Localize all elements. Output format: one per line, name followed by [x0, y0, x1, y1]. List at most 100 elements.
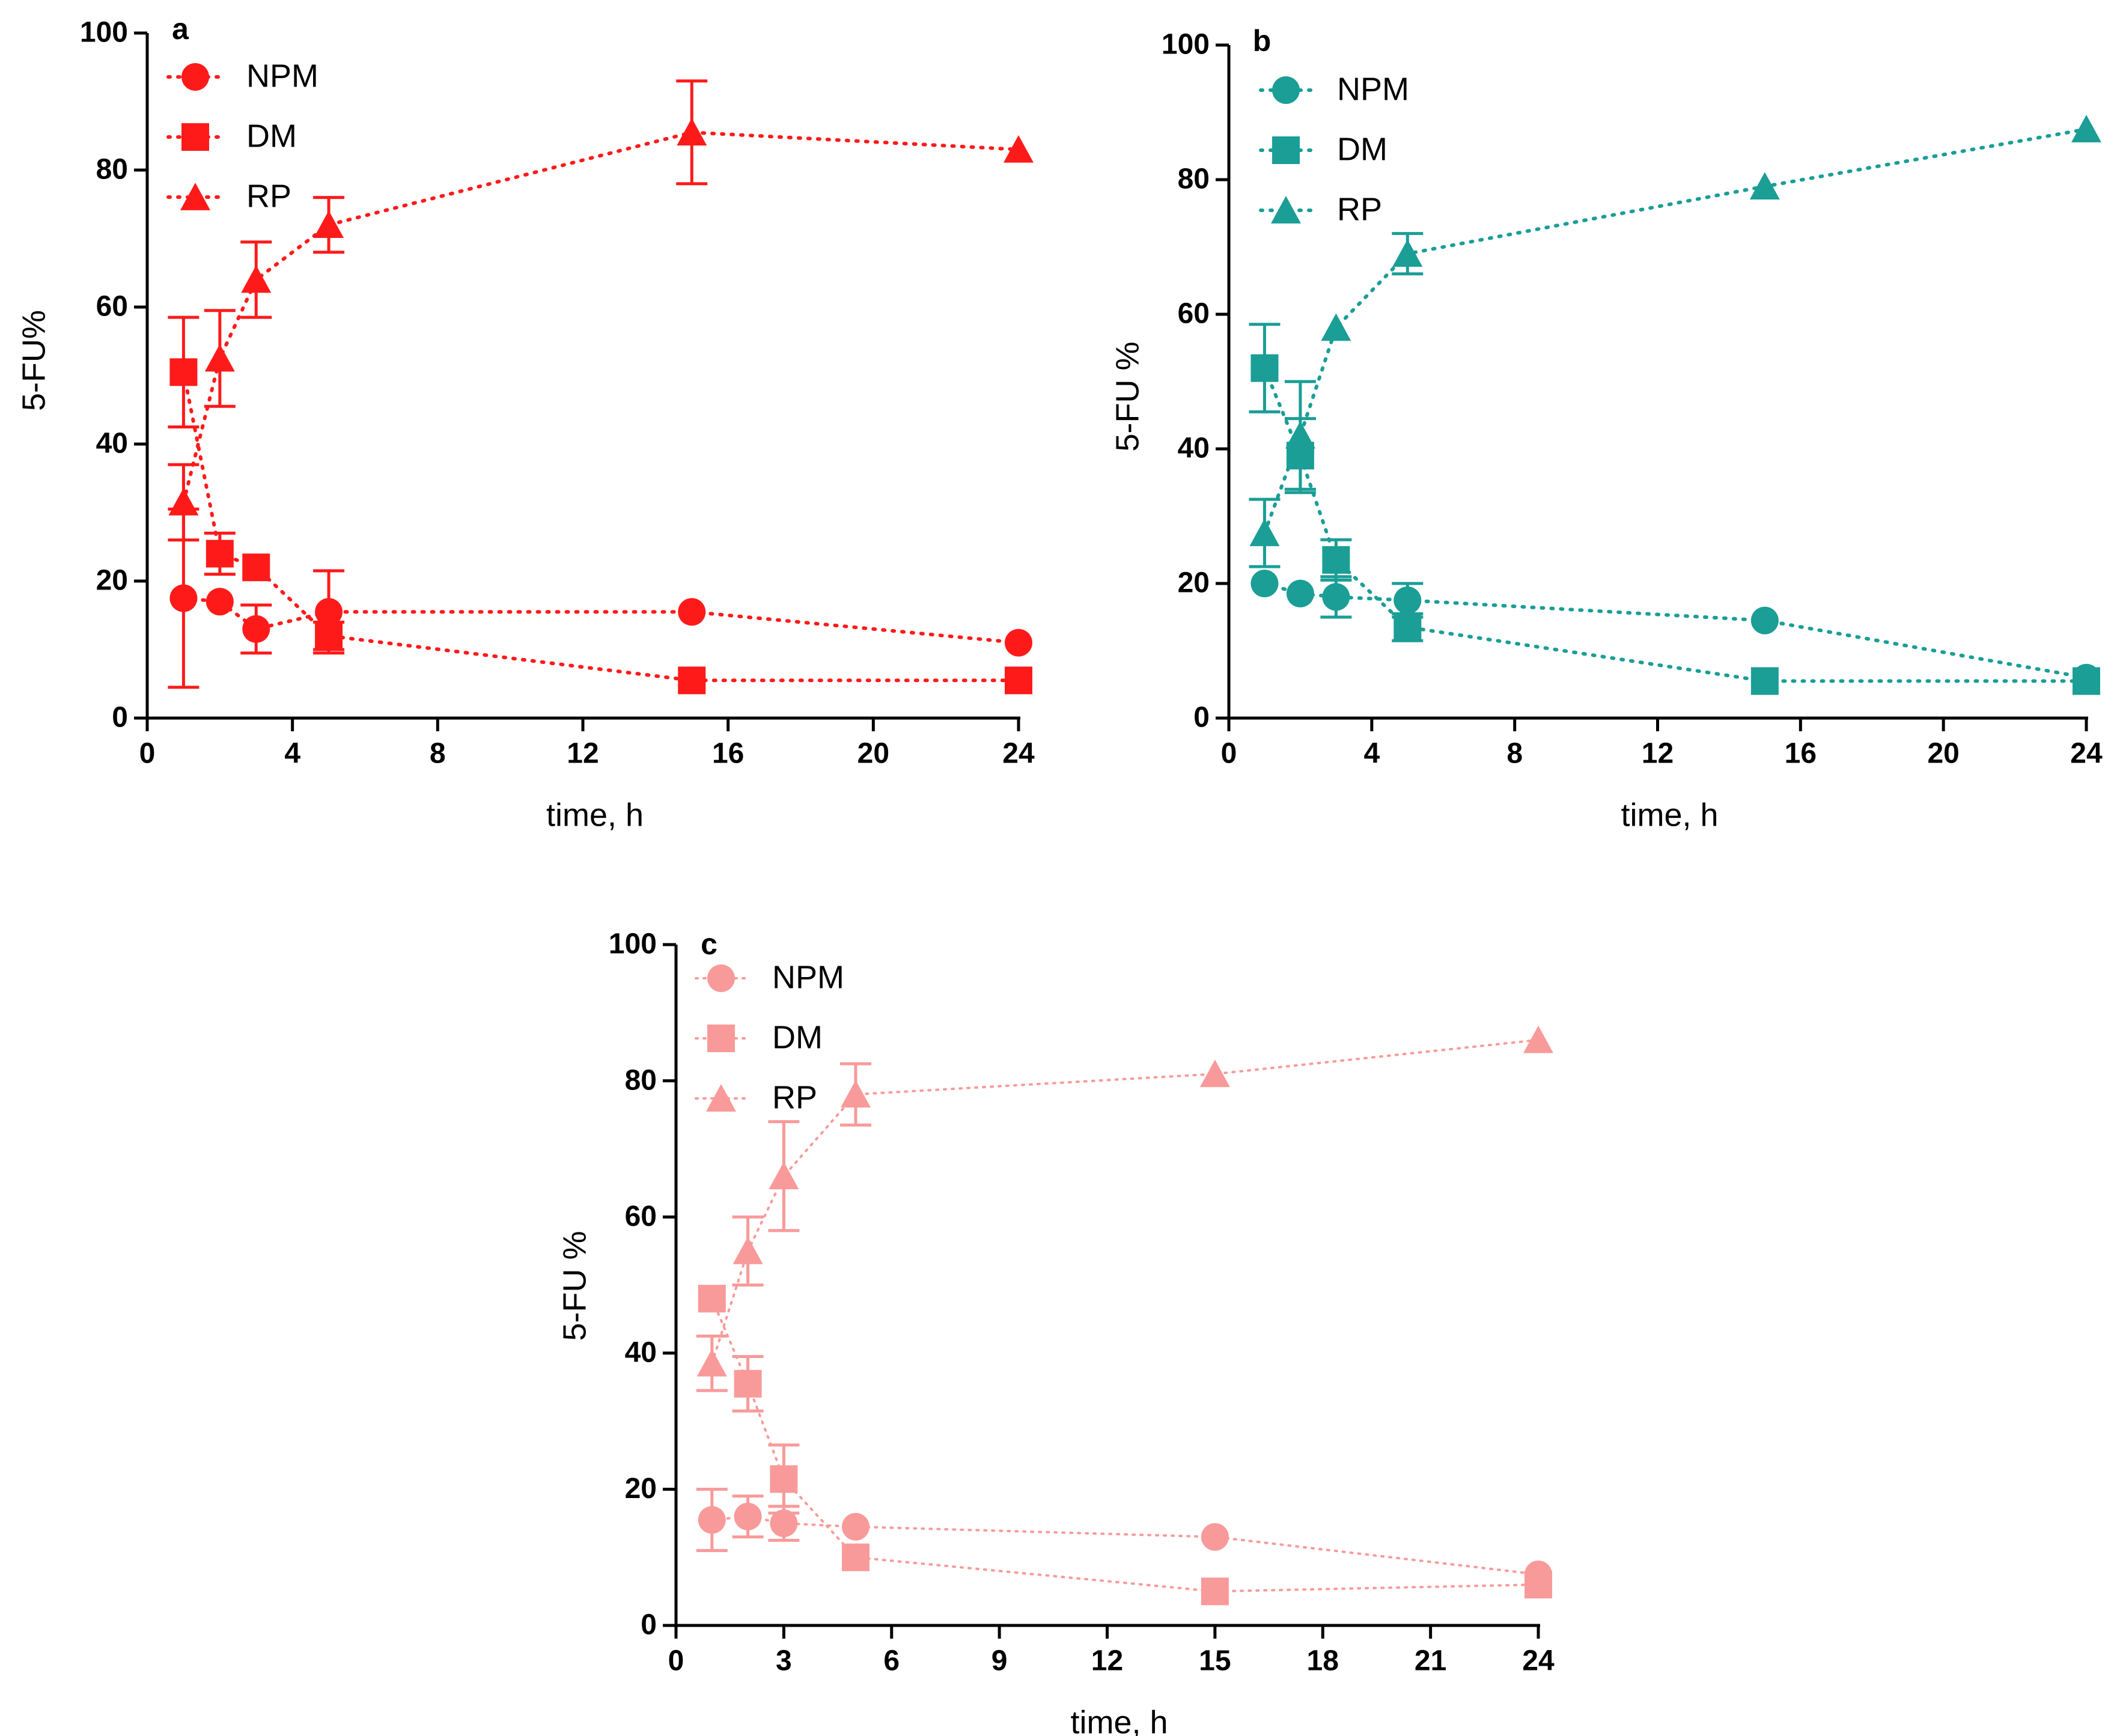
x-tick-label: 24	[1002, 738, 1035, 770]
series-dm	[168, 315, 1032, 695]
y-tick-label: 80	[625, 1064, 657, 1096]
y-tick-label: 0	[641, 1609, 657, 1641]
x-tick-label: 20	[1927, 738, 1959, 770]
y-tick-label: 60	[96, 291, 128, 323]
x-tick-label: 4	[1363, 738, 1380, 770]
x-tick-label: 12	[1091, 1645, 1123, 1677]
data-point-npm	[698, 1506, 726, 1534]
x-tick-label: 3	[776, 1645, 792, 1677]
data-point-rp	[1004, 135, 1034, 163]
legend-entry-rp: RP	[1259, 191, 1382, 227]
series-npm	[1250, 570, 2100, 692]
y-tick-label: 80	[1178, 163, 1210, 195]
series-npm	[696, 1487, 1552, 1589]
data-point-dm	[315, 622, 343, 650]
series-line	[1263, 366, 2088, 683]
legend-marker	[180, 183, 210, 210]
data-point-dm	[734, 1369, 762, 1398]
data-point-npm	[841, 1512, 870, 1541]
legend-marker	[1272, 136, 1300, 164]
data-point-dm	[1525, 1571, 1552, 1599]
data-point-rp	[168, 488, 199, 516]
series-dm	[698, 1285, 1552, 1606]
series-line	[1263, 127, 2088, 535]
data-point-npm	[242, 615, 270, 643]
data-point-rp	[733, 1237, 763, 1264]
data-point-dm	[1005, 666, 1032, 695]
data-point-npm	[206, 588, 234, 616]
legend-marker	[181, 63, 209, 91]
legend-entry-npm: NPM	[166, 58, 318, 94]
data-point-npm	[1286, 579, 1314, 608]
y-tick-label: 100	[80, 17, 128, 49]
data-point-dm	[841, 1543, 870, 1571]
data-point-npm	[1201, 1523, 1229, 1551]
y-axis-title: 5-FU%	[16, 310, 52, 411]
panel-label: c	[701, 927, 717, 961]
legend-marker	[1272, 76, 1300, 104]
x-tick-label: 9	[991, 1645, 1008, 1677]
y-tick-label: 20	[625, 1473, 657, 1505]
y-tick-label: 100	[1162, 29, 1210, 61]
series-npm	[168, 507, 1032, 689]
legend-label: DM	[1337, 131, 1387, 167]
legend-entry-rp: RP	[695, 1079, 817, 1115]
x-axis-title: time, h	[1070, 1704, 1168, 1736]
data-point-npm	[1394, 586, 1422, 614]
legend-label: NPM	[246, 58, 318, 94]
y-tick-label: 80	[96, 154, 128, 186]
y-tick-label: 0	[112, 702, 128, 734]
x-tick-label: 6	[883, 1645, 900, 1677]
data-point-dm	[169, 358, 198, 386]
data-point-rp	[2071, 115, 2101, 142]
data-point-npm	[315, 598, 343, 626]
y-tick-label: 100	[609, 928, 657, 960]
legend-label: DM	[772, 1019, 823, 1055]
legend-marker	[707, 964, 735, 992]
x-tick-label: 20	[857, 738, 889, 770]
x-tick-label: 16	[1785, 738, 1817, 770]
x-tick-label: 8	[1506, 738, 1523, 770]
legend-entry-dm: DM	[695, 1019, 823, 1055]
data-point-rp	[677, 118, 707, 146]
x-tick-label: 0	[139, 738, 156, 770]
data-point-npm	[734, 1502, 762, 1530]
x-tick-label: 12	[1642, 738, 1674, 770]
data-point-rp	[1321, 313, 1351, 341]
panel-label: a	[172, 12, 189, 46]
y-axis-title: 5-FU %	[556, 1231, 592, 1341]
legend-label: RP	[772, 1079, 817, 1115]
series-line	[710, 1297, 1540, 1593]
data-point-rp	[1199, 1059, 1230, 1088]
series-line	[181, 370, 1020, 683]
panel-c-chart: 0 3 6 9 12 15 18 21 24 0 20 40 60 80 100 time, h 5-FU % c…	[556, 927, 1555, 1736]
panel-b-chart: 0 4 8 12 16 20 24 0 20 40 60 80 100 time, h 5-FU % b NPM…	[1109, 24, 2103, 833]
series-line	[181, 130, 1020, 504]
series-line	[710, 1038, 1540, 1365]
data-point-rp	[696, 1348, 727, 1377]
legend-entry-npm: NPM	[695, 959, 844, 995]
data-point-dm	[678, 666, 706, 695]
data-point-dm	[698, 1285, 726, 1313]
legend-entry-dm: DM	[166, 118, 297, 154]
data-point-dm	[1394, 613, 1422, 641]
x-axis-title: time, h	[1621, 797, 1718, 833]
series-rp	[696, 1025, 1553, 1392]
data-point-dm	[206, 540, 234, 568]
legend-marker	[1271, 196, 1301, 224]
x-tick-label: 21	[1415, 1645, 1446, 1677]
x-axis-title: time, h	[546, 797, 644, 833]
y-tick-label: 20	[96, 565, 128, 597]
data-point-npm	[1005, 629, 1032, 657]
panel-a-chart: 0 4 8 12 16 20 24 0 20 40 60 80 100 time, h 5-FU% a NPM D…	[16, 12, 1035, 833]
series-line	[181, 596, 1020, 645]
data-point-npm	[1250, 570, 1279, 597]
x-tick-label: 16	[712, 738, 744, 770]
data-point-rp	[840, 1080, 871, 1108]
legend-marker	[706, 1084, 736, 1112]
data-point-npm	[678, 598, 706, 626]
data-point-dm	[2073, 667, 2100, 695]
x-tick-label: 4	[284, 738, 300, 770]
data-point-dm	[1750, 667, 1779, 695]
